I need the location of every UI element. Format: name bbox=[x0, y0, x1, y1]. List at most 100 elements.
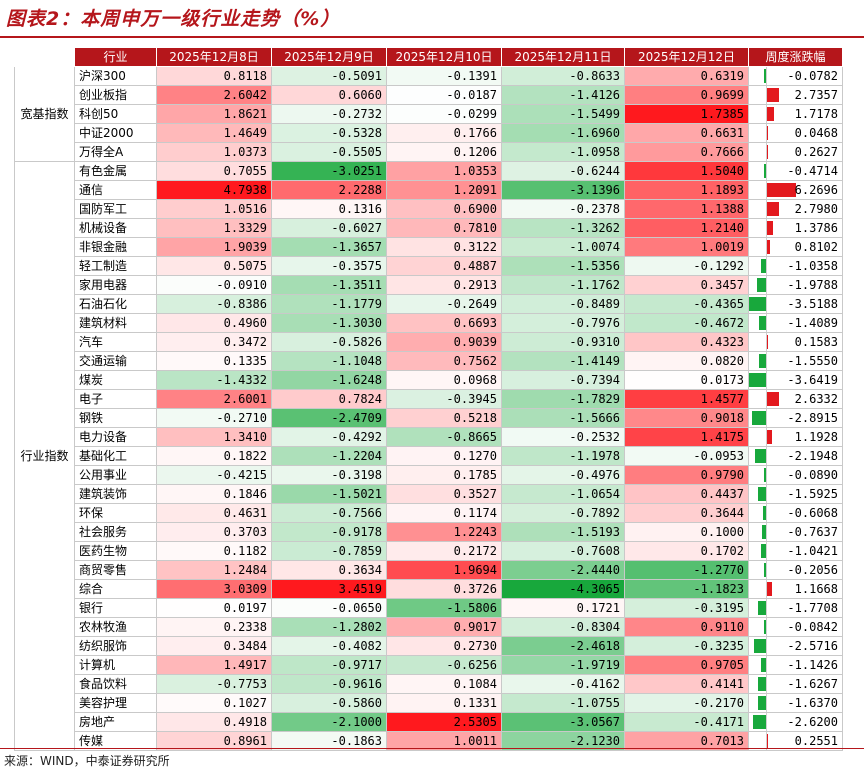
industry-name: 电子 bbox=[74, 389, 157, 409]
weekly-change-bar bbox=[753, 715, 766, 729]
daily-change-cell: 0.1027 bbox=[156, 693, 272, 713]
industry-name: 有色金属 bbox=[74, 161, 157, 181]
industry-name: 创业板指 bbox=[74, 85, 157, 105]
industry-name: 基础化工 bbox=[74, 446, 157, 466]
weekly-change-bar bbox=[764, 620, 766, 634]
daily-change-cell: -0.7976 bbox=[501, 313, 625, 333]
weekly-change-value: -1.5550 bbox=[787, 354, 838, 368]
daily-change-cell: -0.4171 bbox=[624, 712, 749, 732]
daily-change-cell: 4.7938 bbox=[156, 180, 272, 200]
weekly-change-cell: 1.1668 bbox=[748, 579, 843, 599]
daily-change-cell: -0.8386 bbox=[156, 294, 272, 314]
industry-name: 建筑材料 bbox=[74, 313, 157, 333]
header-corner bbox=[14, 47, 75, 67]
header-industry: 行业 bbox=[74, 47, 157, 67]
weekly-change-value: -1.9788 bbox=[787, 278, 838, 292]
weekly-change-cell: -1.4089 bbox=[748, 313, 843, 333]
daily-change-cell: 2.6042 bbox=[156, 85, 272, 105]
daily-change-cell: -0.5860 bbox=[271, 693, 387, 713]
daily-change-cell: 1.0516 bbox=[156, 199, 272, 219]
daily-change-cell: 0.3122 bbox=[386, 237, 502, 257]
daily-change-cell: 0.7666 bbox=[624, 142, 749, 162]
industry-name: 沪深300 bbox=[74, 66, 157, 86]
weekly-change-value: -0.0782 bbox=[787, 69, 838, 83]
daily-change-cell: 0.4631 bbox=[156, 503, 272, 523]
weekly-change-value: -1.6267 bbox=[787, 677, 838, 691]
daily-change-cell: -0.4365 bbox=[624, 294, 749, 314]
weekly-change-bar bbox=[766, 430, 772, 444]
daily-change-cell: 2.5305 bbox=[386, 712, 502, 732]
daily-change-cell: 1.0353 bbox=[386, 161, 502, 181]
weekly-change-cell: -3.6419 bbox=[748, 370, 843, 390]
weekly-change-bar bbox=[766, 734, 768, 748]
weekly-change-bar bbox=[762, 525, 766, 539]
weekly-bar-axis bbox=[766, 713, 767, 731]
table-row: 医药生物 0.1182 -0.7859 0.2172 -0.7608 0.1702 -1.0… bbox=[15, 541, 843, 561]
daily-change-cell: 0.1270 bbox=[386, 446, 502, 466]
table-body: 宽基指数 沪深300 0.8118 -0.5091 -0.1391 -0.8633 0.63… bbox=[14, 66, 843, 751]
weekly-change-value: 2.7357 bbox=[794, 88, 838, 102]
weekly-bar-axis bbox=[766, 694, 767, 712]
daily-change-cell: -1.0755 bbox=[501, 693, 625, 713]
table-row: 食品饮料 -0.7753 -0.9616 0.1084 -0.4162 0.4141 -1.… bbox=[15, 674, 843, 694]
weekly-change-bar bbox=[766, 145, 768, 159]
header-date-5: 2025年12月12日 bbox=[624, 47, 749, 67]
daily-change-cell: 0.9017 bbox=[386, 617, 502, 637]
daily-change-cell: 0.1721 bbox=[501, 598, 625, 618]
daily-change-cell: 0.1182 bbox=[156, 541, 272, 561]
table-row: 万得全A 1.0373 -0.5505 0.1206 -1.0958 0.7666 0.26… bbox=[15, 142, 843, 162]
weekly-change-bar bbox=[749, 373, 766, 387]
weekly-change-value: -0.0842 bbox=[787, 620, 838, 634]
table-row: 银行 0.0197 -0.0650 -1.5806 0.1721 -0.3195 -1.77… bbox=[15, 598, 843, 618]
weekly-bar-axis bbox=[766, 143, 767, 161]
industry-name: 计算机 bbox=[74, 655, 157, 675]
daily-change-cell: 0.8118 bbox=[156, 66, 272, 86]
table-row: 商贸零售 1.2484 0.3634 1.9694 -2.4440 -1.2770 -0.2… bbox=[15, 560, 843, 580]
daily-change-cell: -1.5021 bbox=[271, 484, 387, 504]
industry-name: 非银金融 bbox=[74, 237, 157, 257]
weekly-bar-axis bbox=[766, 162, 767, 180]
industry-performance-table: 行业 2025年12月8日 2025年12月9日 2025年12月10日 202… bbox=[14, 47, 843, 751]
daily-change-cell: -1.1048 bbox=[271, 351, 387, 371]
daily-change-cell: 0.1846 bbox=[156, 484, 272, 504]
weekly-change-value: -3.5188 bbox=[787, 297, 838, 311]
table-row: 电力设备 1.3410 -0.4292 -0.8665 -0.2532 1.4175 1.1… bbox=[15, 427, 843, 447]
daily-change-cell: 3.0309 bbox=[156, 579, 272, 599]
weekly-bar-axis bbox=[766, 200, 767, 218]
daily-change-cell: 1.2243 bbox=[386, 522, 502, 542]
daily-change-cell: -0.0910 bbox=[156, 275, 272, 295]
industry-name: 轻工制造 bbox=[74, 256, 157, 276]
weekly-change-value: 0.0468 bbox=[794, 126, 838, 140]
daily-change-cell: -0.4082 bbox=[271, 636, 387, 656]
daily-change-cell: 2.2288 bbox=[271, 180, 387, 200]
weekly-bar-axis bbox=[766, 105, 767, 123]
daily-change-cell: 0.2913 bbox=[386, 275, 502, 295]
industry-name: 房地产 bbox=[74, 712, 157, 732]
daily-change-cell: 1.7385 bbox=[624, 104, 749, 124]
weekly-change-value: -0.6068 bbox=[787, 506, 838, 520]
daily-change-cell: -1.1779 bbox=[271, 294, 387, 314]
industry-name: 交通运输 bbox=[74, 351, 157, 371]
header-date-3: 2025年12月10日 bbox=[386, 47, 502, 67]
industry-name: 纺织服饰 bbox=[74, 636, 157, 656]
daily-change-cell: -0.6244 bbox=[501, 161, 625, 181]
weekly-bar-axis bbox=[766, 390, 767, 408]
daily-change-cell: -0.0953 bbox=[624, 446, 749, 466]
daily-change-cell: 0.2730 bbox=[386, 636, 502, 656]
weekly-bar-axis bbox=[766, 333, 767, 351]
table-row: 房地产 0.4918 -2.1000 2.5305 -3.0567 -0.4171 -2.6… bbox=[15, 712, 843, 732]
weekly-bar-axis bbox=[766, 314, 767, 332]
daily-change-cell: 1.9694 bbox=[386, 560, 502, 580]
weekly-change-value: -2.1948 bbox=[787, 449, 838, 463]
weekly-bar-axis bbox=[766, 295, 767, 313]
table-row: 计算机 1.4917 -0.9717 -0.6256 -1.9719 0.9705 -1.1… bbox=[15, 655, 843, 675]
weekly-change-cell: -0.0842 bbox=[748, 617, 843, 637]
daily-change-cell: 2.6001 bbox=[156, 389, 272, 409]
daily-change-cell: 0.9018 bbox=[624, 408, 749, 428]
daily-change-cell: 1.3410 bbox=[156, 427, 272, 447]
daily-change-cell: -0.0650 bbox=[271, 598, 387, 618]
weekly-change-bar bbox=[760, 658, 766, 672]
daily-change-cell: 0.6693 bbox=[386, 313, 502, 333]
table-row: 传媒 0.8961 -0.1863 1.0011 -2.1230 0.7013 0.2551 bbox=[15, 731, 843, 751]
weekly-change-cell: -0.0890 bbox=[748, 465, 843, 485]
